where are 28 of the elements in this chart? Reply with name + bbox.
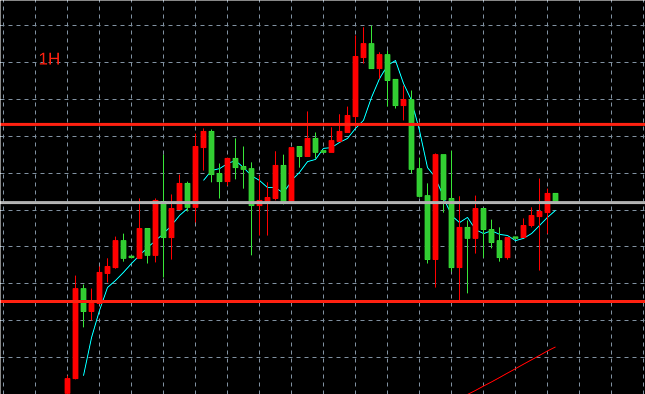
candlestick [88, 288, 94, 321]
candlestick [240, 146, 246, 190]
candlestick [312, 132, 318, 159]
candlestick [360, 26, 366, 64]
candlestick [504, 237, 510, 260]
candlestick [520, 218, 526, 238]
text: 1H [38, 50, 60, 68]
candlestick [336, 114, 342, 142]
candlestick [184, 181, 190, 212]
candlestick [296, 146, 302, 168]
candlestick [232, 138, 238, 180]
candlestick [120, 233, 126, 262]
candlestick [200, 128, 206, 172]
candlestick [464, 220, 470, 294]
candlestick [400, 85, 406, 121]
candlestick [328, 126, 334, 153]
candlestick [304, 110, 310, 157]
candlestick [480, 208, 486, 258]
candlestick [488, 219, 494, 249]
candlestick [376, 52, 382, 80]
candlestick [80, 284, 86, 328]
candlestick [496, 226, 502, 262]
candlestick [224, 157, 230, 186]
candlestick [216, 163, 222, 200]
candlestick [536, 178, 542, 272]
candlestick [104, 258, 110, 283]
candlestick [64, 375, 70, 394]
candlestick [528, 206, 534, 228]
